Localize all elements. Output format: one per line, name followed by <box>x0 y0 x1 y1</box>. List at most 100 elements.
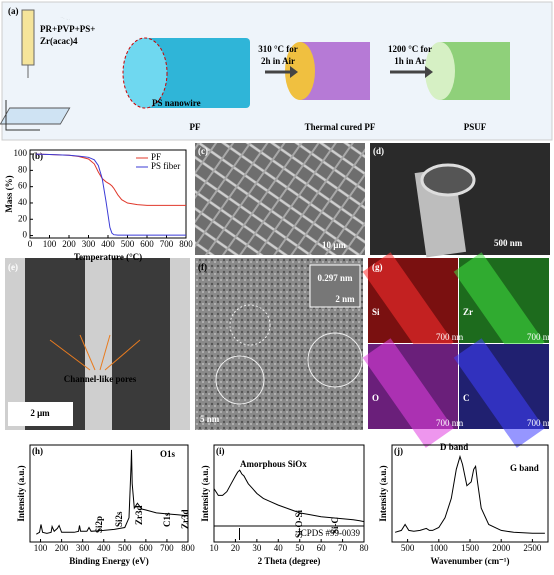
panel-label: (c) <box>198 146 208 156</box>
y-tick-label: 60 <box>18 181 28 191</box>
circle <box>307 332 363 388</box>
x-tick-label: 400 <box>97 543 111 553</box>
annotation: Si2s <box>114 511 124 527</box>
x-tick-label: 50 <box>295 543 305 553</box>
step-label: 1h in Ar <box>394 56 426 66</box>
panel-label: (f) <box>198 262 207 272</box>
x-tick-label: 700 <box>160 239 174 249</box>
panel-label: (d) <box>373 146 384 156</box>
scale-label: 700 nm <box>527 418 554 428</box>
annotation: Si-O-Si <box>294 509 304 538</box>
x-tick-label: 0 <box>28 239 33 249</box>
x-tick-label: 300 <box>76 543 90 553</box>
plot-frame <box>213 444 365 543</box>
annotation: Si2p <box>94 516 104 533</box>
fiber <box>112 258 170 430</box>
sem-image <box>195 143 365 255</box>
annotation: Zr3d <box>134 505 144 525</box>
data-line <box>213 469 365 523</box>
x-tick-label: 800 <box>181 543 195 553</box>
x-tick-label: 100 <box>43 239 57 249</box>
panel-label: (b) <box>32 151 43 161</box>
y-axis-label: Mass (%) <box>4 175 14 212</box>
annotation: D band <box>440 442 468 452</box>
x-tick-label: 60 <box>317 543 327 553</box>
legend-label: PS fiber <box>151 161 180 171</box>
annotation: Zr3d <box>180 509 190 529</box>
x-tick-label: 40 <box>274 543 284 553</box>
annotation: C1s <box>162 512 172 527</box>
scale-label: 700 nm <box>436 418 463 428</box>
step-label: 1200 °C for <box>388 44 432 54</box>
scale-label: 500 nm <box>494 238 523 248</box>
x-tick-label: 600 <box>140 239 154 249</box>
data-line <box>394 454 545 534</box>
annotation: Si-C <box>330 517 340 534</box>
x-tick-label: 10 <box>210 543 220 553</box>
plot-frame <box>29 444 189 543</box>
x-axis-label: 2 Theta (degree) <box>258 556 321 566</box>
scale-label: 2 μm <box>30 408 50 418</box>
y-tick-label: 40 <box>18 197 28 207</box>
circle <box>215 355 265 405</box>
panel-label: (e) <box>8 262 18 272</box>
element-label: O <box>372 393 379 403</box>
annotation: O1s <box>160 449 176 459</box>
x-tick-label: 600 <box>139 543 153 553</box>
eds-fiber <box>453 252 545 362</box>
panel-label: (i) <box>216 446 225 456</box>
x-tick-label: 500 <box>118 543 132 553</box>
x-axis-label: Temperature (°C) <box>74 252 142 262</box>
arrow <box>49 334 141 371</box>
data-line <box>36 449 189 535</box>
eds-fiber <box>362 252 454 362</box>
solution-text: PR+PVP+PS+ <box>40 24 95 34</box>
circle <box>229 304 271 346</box>
solution-text: Zr(acac)4 <box>40 36 78 46</box>
annotation: Amorphous SiOx <box>240 459 307 469</box>
scale-label: 700 nm <box>527 332 554 342</box>
panel-label: (g) <box>372 262 383 272</box>
x-tick-label: 20 <box>231 543 241 553</box>
panel-label: (j) <box>394 446 403 456</box>
eds-fiber <box>362 338 454 448</box>
x-axis-label: Binding Energy (eV) <box>69 556 149 566</box>
y-tick-label: 0 <box>23 230 28 240</box>
element-label: Zr <box>463 307 473 317</box>
spacing-label: 0.297 nm <box>317 273 353 283</box>
plot-frame <box>391 444 549 543</box>
panel-label: (a) <box>8 6 19 16</box>
x-tick-label: 1000 <box>430 543 449 553</box>
y-axis-label: Intensity (a.u.) <box>378 465 388 521</box>
y-tick-label: 20 <box>18 213 28 223</box>
stage-label: PSUF <box>464 122 487 132</box>
x-tick-label: 2000 <box>492 543 511 553</box>
scale-label: 700 nm <box>436 332 463 342</box>
nanowire-label: PS nanowire <box>152 98 201 108</box>
legend-label: PF <box>151 152 161 162</box>
schematic <box>0 0 553 141</box>
fiber-end <box>420 163 476 197</box>
step-label: 2h in Air <box>261 56 295 66</box>
x-tick-label: 2500 <box>523 543 542 553</box>
x-tick-label: 700 <box>160 543 174 553</box>
step-label: 310 °C for <box>258 44 298 54</box>
scale-label: 5 nm <box>200 414 220 424</box>
stage-label: Thermal cured PF <box>305 122 376 132</box>
x-tick-label: 800 <box>179 239 193 249</box>
y-tick-label: 100 <box>14 148 28 158</box>
x-tick-label: 400 <box>101 239 115 249</box>
x-tick-label: 70 <box>338 543 348 553</box>
x-tick-label: 200 <box>55 543 69 553</box>
annotation: G band <box>510 463 539 473</box>
x-tick-label: 500 <box>121 239 135 249</box>
panel-label: (h) <box>32 446 43 456</box>
data-line <box>35 153 186 236</box>
x-tick-label: 300 <box>82 239 96 249</box>
eds-fiber <box>453 338 545 448</box>
stage-label: PF <box>190 122 201 132</box>
x-tick-label: 500 <box>401 543 415 553</box>
y-tick-label: 80 <box>18 164 28 174</box>
x-tick-label: 30 <box>252 543 262 553</box>
